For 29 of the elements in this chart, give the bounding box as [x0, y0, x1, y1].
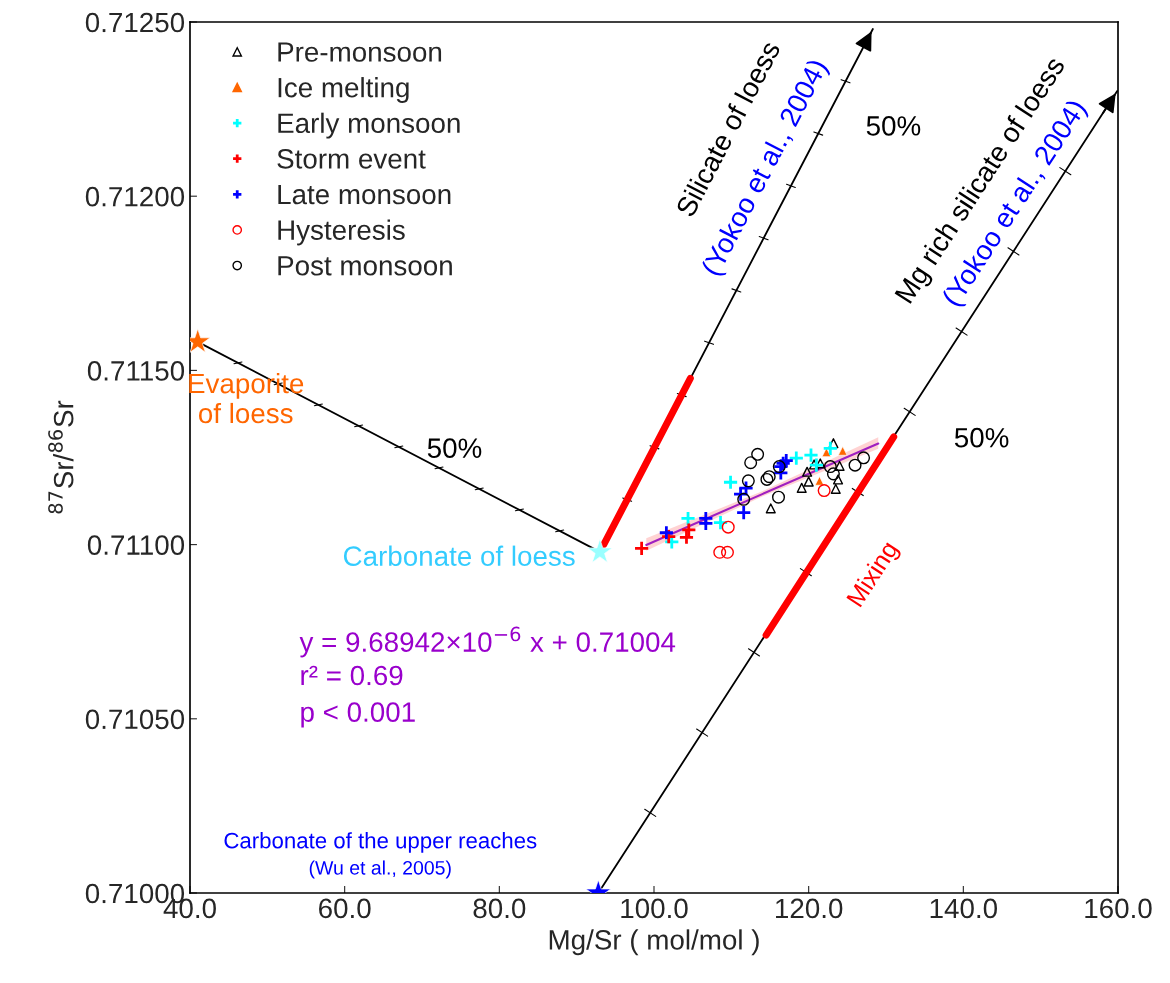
y-axis-title: $^{87}$Sr/$^{86}$Sr [48, 400, 74, 514]
y-tick-label: 0.71100 [87, 535, 185, 555]
annotation: y = 9.68942×10$^{−6}$ x + 0.71004 [299, 626, 676, 658]
annotation: Carbonate of the upper reaches [224, 832, 537, 853]
annotation: (Wu et al., 2005) [309, 860, 451, 879]
x-tick-label: 160.0 [1085, 898, 1152, 919]
y-tick-label: 0.71150 [87, 361, 185, 381]
x-tick-label: 120.0 [776, 898, 843, 919]
legend-label: Storm event [277, 149, 426, 169]
x-axis-title: Mg/Sr ( mol/mol ) [549, 929, 759, 956]
annotation: r² = 0.69 [301, 665, 403, 686]
x-tick-label: 140.0 [930, 898, 998, 919]
y-tick-label: 0.71250 [85, 12, 185, 33]
legend-label: Pre-monsoon [278, 42, 442, 62]
legend-label: Ice melting [278, 77, 409, 103]
annotation: 50% [954, 427, 1009, 448]
legend-label: Early monsoon [278, 112, 460, 139]
legend-label: Hysteresis [278, 219, 405, 246]
y-tick-label: 0.71050 [85, 709, 185, 730]
legend-label: Late monsoon [278, 184, 451, 205]
x-tick-label: 100.0 [621, 898, 688, 919]
y-tick-label: 0.71200 [85, 186, 185, 207]
legend-label: Post monsoon [278, 256, 452, 276]
annotation: p < 0.001 [301, 702, 415, 728]
x-tick-label: 80.0 [473, 898, 526, 919]
annotation: 50% [866, 116, 921, 136]
annotation: Carbonate of loess [343, 545, 575, 566]
x-tick-label: 60.0 [319, 898, 371, 919]
annotation: 50% [427, 438, 482, 458]
